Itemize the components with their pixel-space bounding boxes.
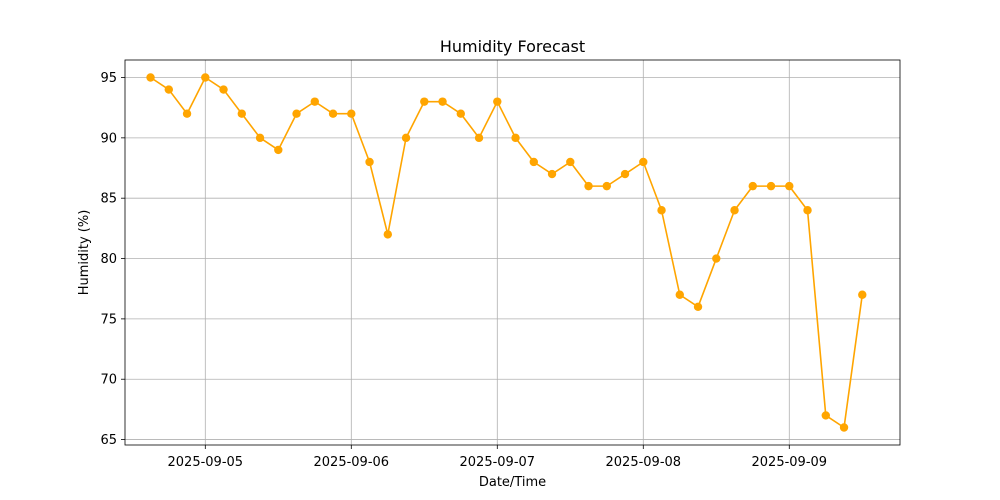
- data-point: [511, 133, 520, 143]
- data-point: [456, 109, 465, 118]
- data-point: [164, 85, 173, 94]
- ticks-layer: 65 70 75 80 85 90 95 2025-09-05 2025-09-06 2025-0…: [100, 71, 827, 470]
- data-point: [328, 109, 338, 118]
- x-tick-label: 2025-09-08: [606, 455, 682, 470]
- axes-layer: [124, 59, 901, 446]
- y-tick-label: 95: [100, 71, 117, 86]
- y-tick-label: 65: [100, 433, 117, 448]
- data-point: [401, 133, 411, 143]
- y-tick-label: 70: [100, 373, 117, 388]
- data-point: [420, 97, 429, 106]
- data-point: [292, 109, 301, 118]
- data-point: [547, 169, 557, 179]
- series-layer: [146, 73, 867, 432]
- data-point: [584, 181, 593, 191]
- x-tick-label: 2025-09-09: [752, 455, 828, 470]
- y-tick-label: 90: [100, 131, 117, 146]
- data-point: [566, 157, 575, 167]
- series-line: [150, 76, 864, 429]
- data-point: [730, 206, 739, 215]
- data-point: [803, 206, 812, 215]
- data-point: [839, 423, 849, 432]
- data-point: [693, 302, 703, 312]
- data-point: [657, 206, 666, 215]
- data-point: [858, 290, 867, 299]
- data-point: [766, 181, 776, 191]
- data-point: [620, 169, 630, 179]
- data-point: [201, 73, 210, 82]
- data-point: [310, 97, 319, 106]
- x-tick-label: 2025-09-07: [460, 455, 536, 470]
- data-point: [493, 97, 502, 106]
- data-point: [146, 73, 155, 82]
- data-point: [712, 254, 721, 263]
- y-axis-label: Humidity (%): [77, 210, 92, 296]
- data-point: [255, 133, 265, 143]
- data-point: [365, 157, 374, 167]
- data-point: [785, 181, 794, 191]
- data-point: [182, 109, 192, 118]
- data-point: [383, 230, 392, 239]
- x-tick-label: 2025-09-06: [314, 455, 390, 470]
- data-point: [639, 157, 648, 167]
- y-tick-label: 80: [100, 252, 117, 267]
- data-point: [675, 290, 684, 299]
- data-point: [529, 157, 538, 167]
- data-point: [438, 97, 447, 106]
- data-point: [237, 109, 246, 118]
- y-tick-label: 85: [100, 192, 117, 207]
- x-axis-label: Date/Time: [479, 475, 546, 490]
- plot-frame: [124, 59, 901, 446]
- y-tick-label: 75: [100, 312, 117, 327]
- data-point: [274, 145, 283, 155]
- chart-title: Humidity Forecast: [440, 37, 585, 56]
- data-point: [748, 181, 757, 191]
- data-point: [821, 411, 830, 420]
- data-point: [474, 133, 484, 143]
- x-tick-label: 2025-09-05: [168, 455, 244, 470]
- data-point: [219, 85, 228, 94]
- data-point: [347, 109, 356, 118]
- data-point: [602, 181, 611, 191]
